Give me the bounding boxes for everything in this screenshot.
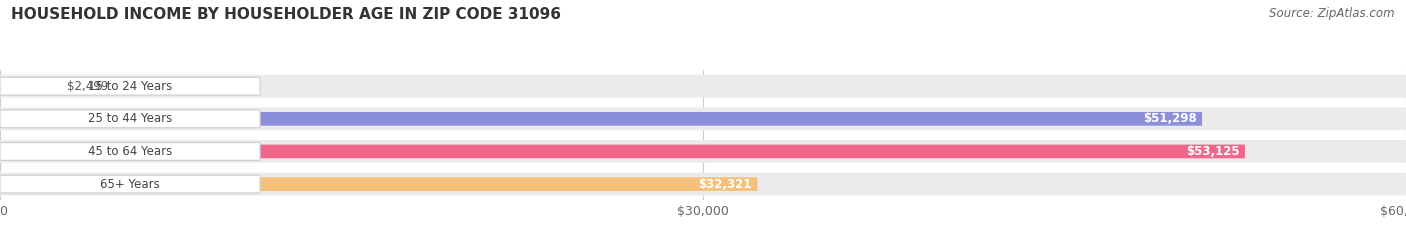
FancyBboxPatch shape xyxy=(0,75,1406,98)
FancyBboxPatch shape xyxy=(0,173,1406,195)
FancyBboxPatch shape xyxy=(0,110,260,128)
Text: $32,321: $32,321 xyxy=(699,178,752,191)
Text: 15 to 24 Years: 15 to 24 Years xyxy=(89,80,172,93)
Text: 25 to 44 Years: 25 to 44 Years xyxy=(89,112,172,125)
Text: Source: ZipAtlas.com: Source: ZipAtlas.com xyxy=(1270,7,1395,20)
FancyBboxPatch shape xyxy=(0,140,1406,163)
Text: 45 to 64 Years: 45 to 64 Years xyxy=(89,145,172,158)
Text: 65+ Years: 65+ Years xyxy=(100,178,160,191)
FancyBboxPatch shape xyxy=(0,107,1406,130)
FancyBboxPatch shape xyxy=(0,79,59,93)
FancyBboxPatch shape xyxy=(0,145,1244,158)
FancyBboxPatch shape xyxy=(0,77,260,95)
FancyBboxPatch shape xyxy=(0,143,260,160)
FancyBboxPatch shape xyxy=(0,175,260,193)
Text: $51,298: $51,298 xyxy=(1143,112,1197,125)
FancyBboxPatch shape xyxy=(0,177,758,191)
Text: $53,125: $53,125 xyxy=(1185,145,1239,158)
Text: HOUSEHOLD INCOME BY HOUSEHOLDER AGE IN ZIP CODE 31096: HOUSEHOLD INCOME BY HOUSEHOLDER AGE IN Z… xyxy=(11,7,561,22)
FancyBboxPatch shape xyxy=(0,112,1202,126)
Text: $2,499: $2,499 xyxy=(67,80,108,93)
